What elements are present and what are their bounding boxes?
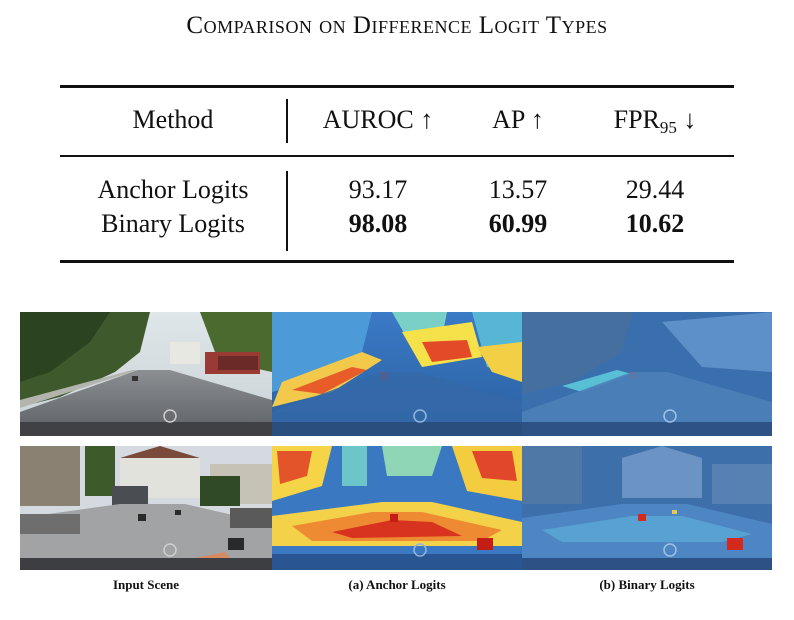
caption-anchor-logits: (a) Anchor Logits bbox=[348, 577, 446, 592]
caption-input-scene: Input Scene bbox=[112, 577, 180, 592]
table-bottom-rule bbox=[60, 260, 734, 263]
header-auroc: AUROC ↑ bbox=[322, 105, 434, 134]
row-binary-ap: 60.99 bbox=[488, 209, 548, 238]
header-method: Method bbox=[132, 105, 214, 134]
caption-binary-logits: (b) Binary Logits bbox=[599, 577, 695, 592]
header-fpr-main: FPR bbox=[613, 105, 660, 134]
row-anchor-ap: 13.57 bbox=[488, 175, 548, 204]
header-fpr-arrow: ↓ bbox=[676, 105, 697, 134]
anchor-logits-street-heatmap bbox=[272, 312, 522, 436]
input-scene-obstacles-image bbox=[20, 446, 272, 570]
row-anchor-method: Anchor Logits bbox=[97, 175, 249, 204]
header-fpr-subscript: 95 bbox=[659, 118, 677, 137]
input-scene-street-image bbox=[20, 312, 272, 436]
comparison-table: Method AUROC ↑ AP ↑ FPR95 ↓ Anchor Logit… bbox=[60, 85, 734, 263]
body-vertical-rule bbox=[286, 171, 288, 251]
table-top-rule bbox=[60, 85, 734, 88]
header-fpr95: FPR95 ↓ bbox=[576, 105, 734, 138]
header-vertical-rule bbox=[286, 99, 288, 143]
header-ap: AP ↑ bbox=[492, 105, 544, 134]
binary-logits-street-heatmap bbox=[522, 312, 772, 436]
table-mid-rule bbox=[60, 155, 734, 157]
row-binary-method: Binary Logits bbox=[101, 209, 245, 238]
figure-title: Comparison on Difference Logit Types bbox=[186, 12, 608, 39]
row-binary-auroc: 98.08 bbox=[348, 209, 408, 238]
anchor-logits-obstacles-heatmap bbox=[272, 446, 522, 570]
row-binary-fpr: 10.62 bbox=[625, 209, 685, 238]
binary-logits-obstacles-heatmap bbox=[522, 446, 772, 570]
row-anchor-fpr: 29.44 bbox=[625, 175, 685, 204]
row-anchor-auroc: 93.17 bbox=[348, 175, 408, 204]
